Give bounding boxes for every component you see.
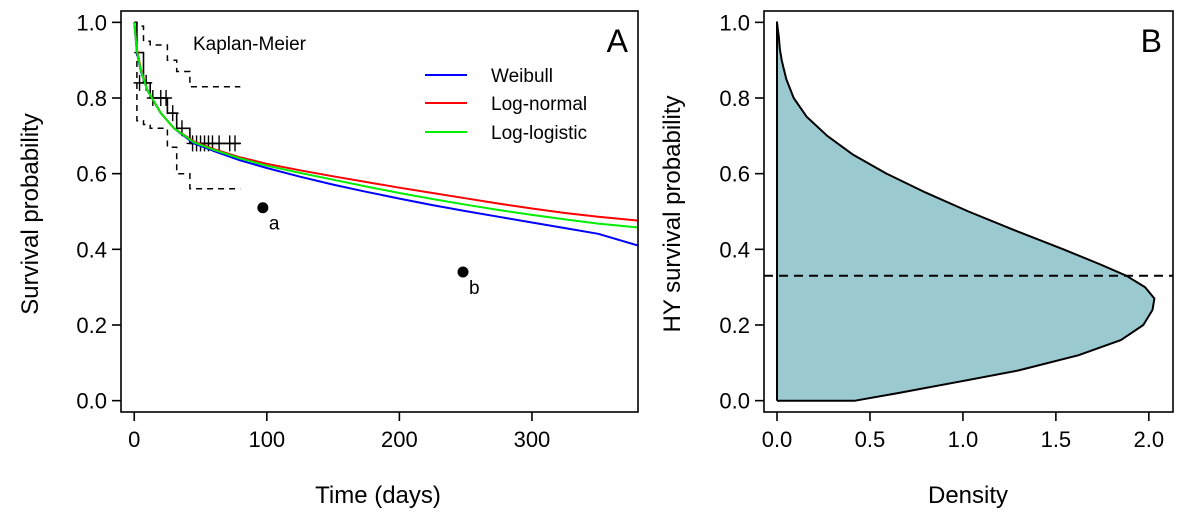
panel-b-y-tick-label: 0.6 (719, 162, 750, 187)
panel-a-chart: Survival probability Time (days) 0.00.20… (17, 10, 639, 509)
km-upper-ci-line (134, 21, 241, 88)
km-censor-mark (160, 90, 173, 107)
panel-a-xlabel: Time (days) (315, 482, 441, 509)
panel-b-xlabel: Density (928, 482, 1008, 509)
panel-b-y-tick-label: 0.2 (719, 313, 750, 338)
panel-a-y-tick-label: 0.6 (76, 162, 107, 187)
panel-a-x-tick-label: 200 (381, 427, 418, 452)
legend-label-log-logistic: Log-logistic (491, 123, 587, 144)
density-outline (776, 21, 1156, 402)
panel-a-x-tick-label: 0 (128, 427, 140, 452)
panel-a-x-tick-label: 100 (248, 427, 285, 452)
km-lower-ci-line (134, 51, 241, 190)
panel-a-x-axis: 0 100 200 300 (128, 412, 550, 452)
panel-b-ylabel: HY survival probability (659, 96, 686, 333)
panel-a-y-tick-label: 0.2 (76, 313, 107, 338)
panel-b-x-tick-label: 1.0 (948, 427, 979, 452)
observed-points: ab (257, 202, 480, 299)
point-b-label: b (469, 278, 480, 299)
panel-b-y-tick-label: 0.8 (719, 86, 750, 111)
panel-a-letter: A (607, 23, 629, 59)
panel-b-letter: B (1141, 23, 1162, 59)
panel-a-x-tick-label: 300 (514, 427, 551, 452)
kaplan-meier-curve (133, 21, 242, 190)
panel-b-x-axis: 0.0 0.5 1.0 1.5 2.0 (762, 412, 1164, 452)
panel-a-ylabel: Survival probability (17, 113, 44, 314)
km-censor-mark (229, 135, 242, 152)
panel-a-y-tick-label: 1.0 (76, 10, 107, 35)
panel-b-x-tick-label: 0.0 (762, 427, 793, 452)
point-a-label: a (269, 214, 280, 235)
legend: Weibull Log-normal Log-logistic (425, 66, 587, 144)
parametric-fits (133, 22, 639, 247)
panel-b-y-tick-label: 1.0 (719, 10, 750, 35)
panel-b-y-tick-label: 0.4 (719, 237, 750, 262)
series-line-log-logistic (133, 22, 639, 229)
km-censor-mark (166, 105, 179, 122)
km-censor-mark (213, 135, 226, 152)
kaplan-meier-label: Kaplan-Meier (193, 34, 307, 55)
panel-a-y-axis: 0.0 0.2 0.4 0.6 0.8 1.0 (76, 10, 121, 414)
point-a (257, 202, 269, 214)
panel-b-y-axis: 0.0 0.2 0.4 0.6 0.8 1.0 (719, 10, 764, 414)
panel-b-chart: HY survival probability Density 0.00.20.… (659, 10, 1174, 509)
panel-b-x-tick-label: 1.5 (1041, 427, 1072, 452)
panel-a-y-tick-label: 0.4 (76, 237, 107, 262)
panel-b-x-tick-label: 2.0 (1134, 427, 1165, 452)
point-b (457, 266, 469, 278)
legend-label-weibull: Weibull (491, 66, 553, 87)
legend-label-log-normal: Log-normal (491, 94, 587, 115)
panel-b-frame (763, 10, 1174, 413)
panel-a-y-tick-label: 0.8 (76, 86, 107, 111)
panel-b-x-tick-label: 0.5 (855, 427, 886, 452)
density-area (776, 21, 1156, 402)
panel-a-frame (120, 10, 639, 413)
panel-a-y-tick-label: 0.0 (76, 389, 107, 414)
panel-b-y-tick-label: 0.0 (719, 389, 750, 414)
density-fill (777, 22, 1155, 401)
